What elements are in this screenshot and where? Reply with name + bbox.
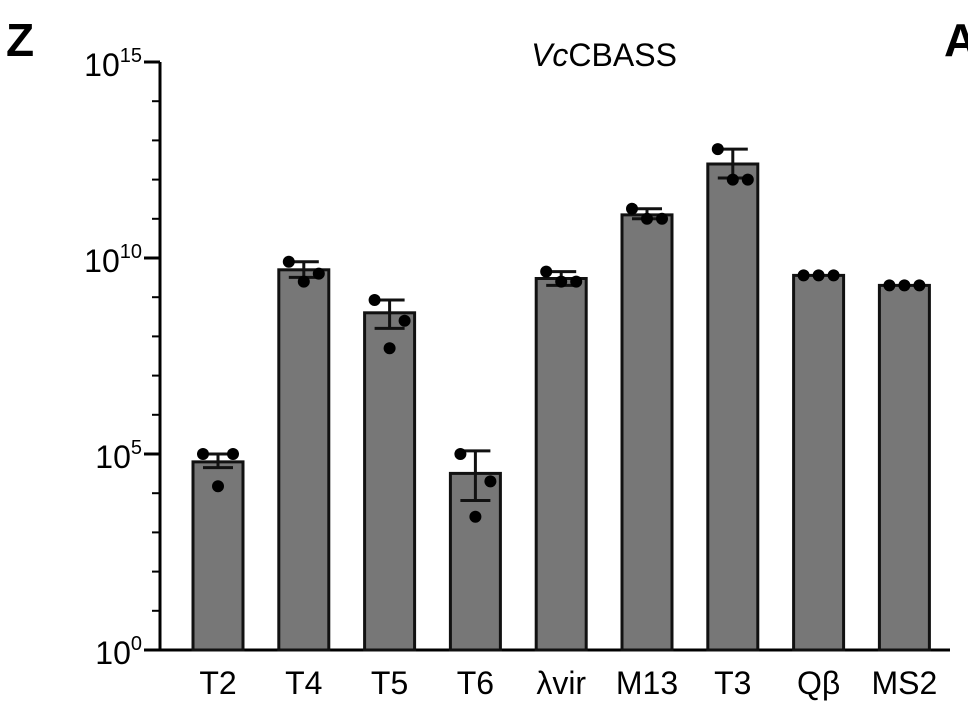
chart-title: VcCBASS xyxy=(531,37,677,73)
data-point-T3 xyxy=(741,173,754,186)
data-point-T4 xyxy=(297,275,310,288)
data-point-Qβ xyxy=(827,269,840,282)
data-point-T5 xyxy=(368,293,381,306)
x-tick-label-T2: T2 xyxy=(199,665,236,701)
data-point-T3 xyxy=(711,143,724,156)
data-point-T6 xyxy=(484,475,497,488)
data-point-λvir xyxy=(555,275,568,288)
y-tick-exponent: 15 xyxy=(120,45,142,67)
x-tick-label-T5: T5 xyxy=(371,665,408,701)
x-tick-label-Qβ: Qβ xyxy=(797,665,840,701)
data-point-T5 xyxy=(398,314,411,327)
data-point-λvir xyxy=(570,275,583,288)
data-point-MS2 xyxy=(913,279,926,292)
data-point-T6 xyxy=(469,510,482,523)
data-point-MS2 xyxy=(883,279,896,292)
data-point-T2 xyxy=(197,448,209,460)
bar-MS2 xyxy=(877,283,931,652)
x-tick-label-MS2: MS2 xyxy=(872,665,938,701)
data-point-T4 xyxy=(312,267,325,280)
y-tick-label: 1010 xyxy=(84,241,142,279)
data-point-Qβ xyxy=(797,269,810,282)
y-tick-base: 10 xyxy=(84,243,120,279)
y-tick-exponent: 10 xyxy=(120,241,142,263)
x-tick-label-T3: T3 xyxy=(714,665,751,701)
x-tick-label-M13: M13 xyxy=(616,665,678,701)
y-tick-base: 10 xyxy=(84,47,120,83)
data-point-λvir xyxy=(540,265,553,278)
bar-T4 xyxy=(277,268,331,652)
y-tick-label: 1015 xyxy=(84,45,142,83)
data-point-M13 xyxy=(626,202,638,215)
data-point-T2 xyxy=(227,448,239,460)
bars-group xyxy=(191,162,931,652)
data-point-M13 xyxy=(656,212,668,225)
panel-label: Z xyxy=(6,14,34,66)
chart-title-rest: CBASS xyxy=(568,37,676,73)
points-group xyxy=(197,143,926,523)
y-tick-label: 105 xyxy=(95,437,142,475)
y-tick-exponent: 0 xyxy=(131,633,142,655)
data-point-T2 xyxy=(212,480,224,493)
x-tick-label-λvir: λvir xyxy=(536,665,586,701)
bar-M13 xyxy=(620,213,674,652)
data-point-MS2 xyxy=(898,279,911,292)
bar-T5 xyxy=(363,311,417,652)
bar-Qβ xyxy=(792,273,846,652)
bar-λvir xyxy=(534,276,588,652)
data-point-T4 xyxy=(282,255,295,268)
data-point-M13 xyxy=(641,212,653,225)
y-tick-base: 10 xyxy=(95,439,131,475)
x-tick-label-T6: T6 xyxy=(457,665,494,701)
bar-T3 xyxy=(706,162,760,652)
y-tick-label: 100 xyxy=(95,633,142,671)
y-tick-base: 10 xyxy=(95,635,131,671)
y-tick-exponent: 5 xyxy=(131,437,142,459)
data-point-Qβ xyxy=(812,269,825,282)
data-point-T6 xyxy=(454,448,467,460)
chart-title-italic: Vc xyxy=(531,37,568,73)
x-tick-labels: T2 T4 T5 T6 λvir M13 T3 Qβ MS2 xyxy=(199,665,937,701)
data-point-T3 xyxy=(726,173,739,186)
panel-label-cut: A xyxy=(944,14,968,66)
x-tick-label-T4: T4 xyxy=(285,665,322,701)
data-point-T5 xyxy=(383,342,396,355)
